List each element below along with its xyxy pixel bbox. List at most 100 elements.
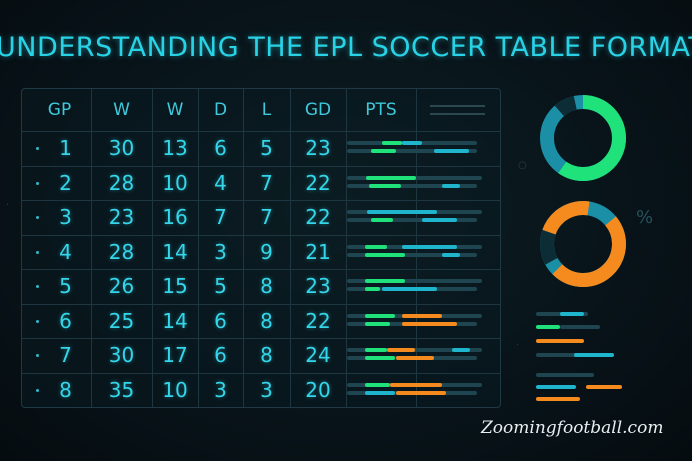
cell-gp: 3 <box>59 205 72 229</box>
row-marker-dot <box>36 216 39 219</box>
cell-w: 35 <box>108 377 135 402</box>
pts-bar <box>365 390 395 395</box>
page-title: UNDERSTANDING THE EPL SOCCER TABLE FORMA… <box>0 32 692 63</box>
percent-symbol: % <box>636 207 654 228</box>
pts-bar <box>366 175 416 180</box>
cell-l: 7 <box>260 205 273 229</box>
cell-d: 4 <box>214 170 227 195</box>
pts-bar <box>382 141 402 145</box>
column-header-d: D <box>213 100 228 120</box>
cell-l: 8 <box>260 274 273 298</box>
cell-gp: 5 <box>59 274 72 298</box>
pts-bar <box>347 218 477 222</box>
pts-bar <box>396 356 434 360</box>
cell-gd: 20 <box>305 377 331 402</box>
pts-bar <box>369 183 401 188</box>
cell-gp: 1 <box>59 136 72 160</box>
pts-bar <box>347 252 477 257</box>
cell-l: 9 <box>260 239 273 264</box>
pts-bar <box>402 313 442 318</box>
cell-l: 8 <box>260 308 273 333</box>
column-header-l: L <box>261 100 272 120</box>
pts-bar <box>365 252 405 257</box>
pts-bar <box>365 382 390 387</box>
cell-gd: 22 <box>305 205 331 229</box>
donut-chart-bottom <box>540 201 626 287</box>
pts-bar <box>365 356 395 360</box>
pts-bar <box>365 348 387 352</box>
column-header-gd: GD <box>304 100 332 120</box>
cell-l: 5 <box>260 136 273 160</box>
pts-bar <box>365 321 390 326</box>
pts-bar <box>365 313 395 318</box>
standings-table: GP W W D L GD PTS 1 30 13 6 5 23 2 28 10 4 7 22 3 23 1… <box>21 88 501 408</box>
cell-gd: 23 <box>305 136 331 160</box>
cell-d: 7 <box>214 205 227 229</box>
cell-w-2: 15 <box>162 274 188 298</box>
pts-bar <box>371 218 393 222</box>
cell-gd: 21 <box>305 239 331 264</box>
cell-d: 6 <box>214 308 227 333</box>
cell-l: 7 <box>260 170 273 195</box>
row-marker-dot <box>36 285 39 288</box>
column-header-w-2: W <box>166 100 184 120</box>
header-placeholder-line <box>430 105 485 107</box>
pts-bar <box>347 183 477 188</box>
cell-w-2: 14 <box>162 239 188 264</box>
decorative-dot-icon: · <box>516 340 520 351</box>
cell-gp: 7 <box>59 343 72 367</box>
cell-d: 3 <box>214 377 227 402</box>
column-header-pts: PTS <box>365 100 397 120</box>
pts-bar <box>434 149 469 153</box>
watermark: Zoomingfootball.com <box>481 418 664 438</box>
cell-l: 8 <box>260 343 273 367</box>
cell-d: 5 <box>214 274 227 298</box>
row-marker-dot <box>36 250 39 254</box>
cell-d: 3 <box>214 239 227 264</box>
cell-gp: 6 <box>59 308 72 333</box>
row-marker-dot <box>36 354 39 357</box>
pts-bar <box>382 287 437 291</box>
cell-w: 30 <box>108 343 135 367</box>
cell-w: 28 <box>108 239 135 264</box>
pts-bar <box>442 183 460 188</box>
pts-bar <box>452 348 470 352</box>
pts-bar <box>396 390 446 395</box>
row-marker-dot <box>36 181 39 185</box>
pts-bar <box>365 244 387 249</box>
cell-w-2: 10 <box>162 170 188 195</box>
cell-w: 23 <box>108 205 135 229</box>
cell-gp: 2 <box>59 170 72 195</box>
cell-gp: 8 <box>59 377 72 402</box>
decorative-dot-icon: · <box>6 200 10 211</box>
cell-w-2: 17 <box>162 343 188 367</box>
header-placeholder-line <box>430 113 485 115</box>
cell-gd: 24 <box>305 343 331 367</box>
pts-bar <box>402 321 457 326</box>
pts-bar <box>422 218 457 222</box>
donut-chart-top <box>540 95 626 181</box>
cell-gp: 4 <box>59 239 72 264</box>
row-marker-dot <box>36 319 39 323</box>
cell-d: 6 <box>214 136 227 160</box>
column-header-w: W <box>113 100 130 120</box>
pts-bar <box>371 149 396 153</box>
pts-bar <box>442 252 460 257</box>
pts-bar <box>347 279 482 283</box>
row-marker-dot <box>36 147 39 150</box>
cell-w-2: 13 <box>162 136 188 160</box>
cell-w: 30 <box>108 136 135 160</box>
pts-bar <box>402 244 457 249</box>
cell-gd: 22 <box>305 308 331 333</box>
pts-bar <box>347 149 477 153</box>
cell-w-2: 10 <box>162 377 188 402</box>
row-marker-dot <box>36 388 39 392</box>
pts-bar <box>365 279 405 283</box>
cell-w-2: 16 <box>162 205 188 229</box>
pts-bar <box>390 382 442 387</box>
cell-d: 6 <box>214 343 227 367</box>
cell-w: 28 <box>108 170 135 195</box>
pts-bar <box>365 287 380 291</box>
cell-gd: 22 <box>305 170 331 195</box>
pts-bar <box>387 348 415 352</box>
